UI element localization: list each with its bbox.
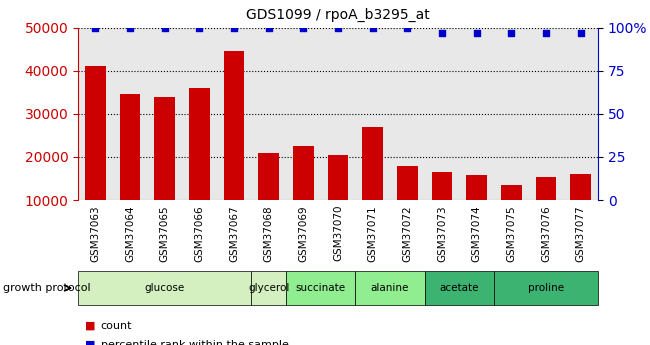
Point — [367, 25, 378, 30]
Point — [159, 25, 170, 30]
Text: glucose: glucose — [144, 283, 185, 293]
Bar — [397, 166, 418, 243]
Bar — [120, 95, 140, 243]
Bar — [85, 66, 106, 243]
Bar — [466, 175, 487, 243]
Text: alanine: alanine — [370, 283, 410, 293]
Text: count: count — [101, 321, 132, 331]
Bar — [362, 127, 383, 243]
Bar — [328, 155, 348, 243]
Bar — [293, 146, 314, 243]
Bar — [432, 172, 452, 243]
Point — [194, 25, 205, 30]
Bar — [224, 51, 244, 243]
Text: growth protocol: growth protocol — [3, 283, 91, 293]
Point — [506, 30, 517, 36]
Point — [90, 25, 101, 30]
Point — [263, 25, 274, 30]
Text: glycerol: glycerol — [248, 283, 289, 293]
Point — [471, 30, 482, 36]
Bar — [154, 97, 175, 243]
Text: percentile rank within the sample: percentile rank within the sample — [101, 340, 289, 345]
Text: succinate: succinate — [296, 283, 346, 293]
Point — [333, 25, 343, 30]
Bar — [501, 185, 522, 243]
Bar — [570, 174, 591, 243]
Bar — [536, 177, 556, 243]
Point — [402, 25, 413, 30]
Text: acetate: acetate — [439, 283, 479, 293]
Bar — [258, 152, 279, 243]
Title: GDS1099 / rpoA_b3295_at: GDS1099 / rpoA_b3295_at — [246, 8, 430, 22]
Bar — [189, 88, 210, 243]
Point — [575, 30, 586, 36]
Point — [541, 30, 551, 36]
Point — [229, 25, 239, 30]
Text: ■: ■ — [84, 321, 95, 331]
Text: ■: ■ — [84, 340, 95, 345]
Point — [437, 30, 447, 36]
Text: proline: proline — [528, 283, 564, 293]
Point — [298, 25, 309, 30]
Point — [125, 25, 135, 30]
